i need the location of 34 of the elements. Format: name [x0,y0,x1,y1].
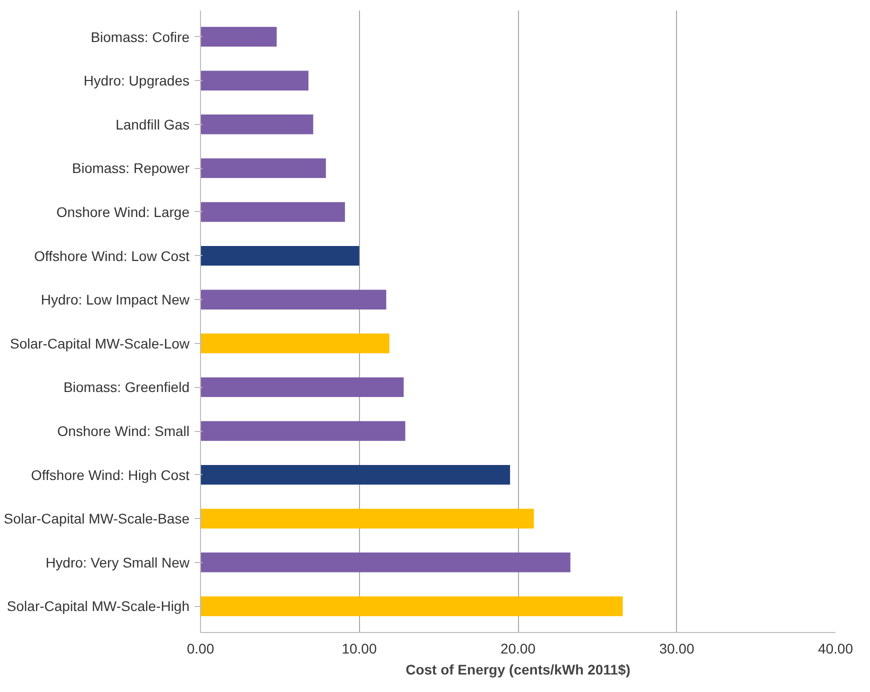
y-tick-label: Hydro: Upgrades [84,72,190,89]
y-tick-label: Biomass: Greenfield [63,379,190,396]
y-tick-label: Onshore Wind: Large [56,204,190,220]
y-tick-label: Offshore Wind: Low Cost [34,248,190,264]
x-tick-label: 0.00 [186,640,214,656]
x-tick-label: 30.00 [659,640,694,656]
x-tick-label: 40.00 [818,640,854,656]
bar [200,290,386,310]
bar [200,334,390,354]
bar [200,552,570,572]
y-tick-label: Onshore Wind: Small [57,423,190,440]
y-tick-label: Solar-Capital MW-Scale-Base [4,510,190,527]
bar [200,114,314,134]
bar [200,508,534,528]
x-axis-title: Cost of Energy (cents/kWh 2011$) [406,662,630,678]
y-tick-label: Hydro: Very Small New [46,554,190,570]
bar [200,421,406,441]
y-tick-label: Solar-Capital MW-Scale-Low [10,335,190,352]
bar [200,158,326,178]
bar [200,26,277,47]
bar [200,596,623,616]
y-tick-label: Biomass: Repower [72,160,190,176]
bar [200,246,360,266]
y-tick-label: Solar-Capital MW-Scale-High [6,598,190,614]
x-tick-label: 20.00 [500,640,536,656]
bar [200,202,345,222]
y-tick-label: Biomass: Cofire [90,28,190,45]
y-tick-label: Hydro: Low Impact New [40,292,190,308]
bar [200,377,404,398]
y-tick-label: Landfill Gas [116,116,190,132]
bar [200,464,510,485]
x-tick-label: 10.00 [342,640,377,656]
y-tick-label: Offshore Wind: High Cost [31,466,190,483]
bar [200,70,308,90]
